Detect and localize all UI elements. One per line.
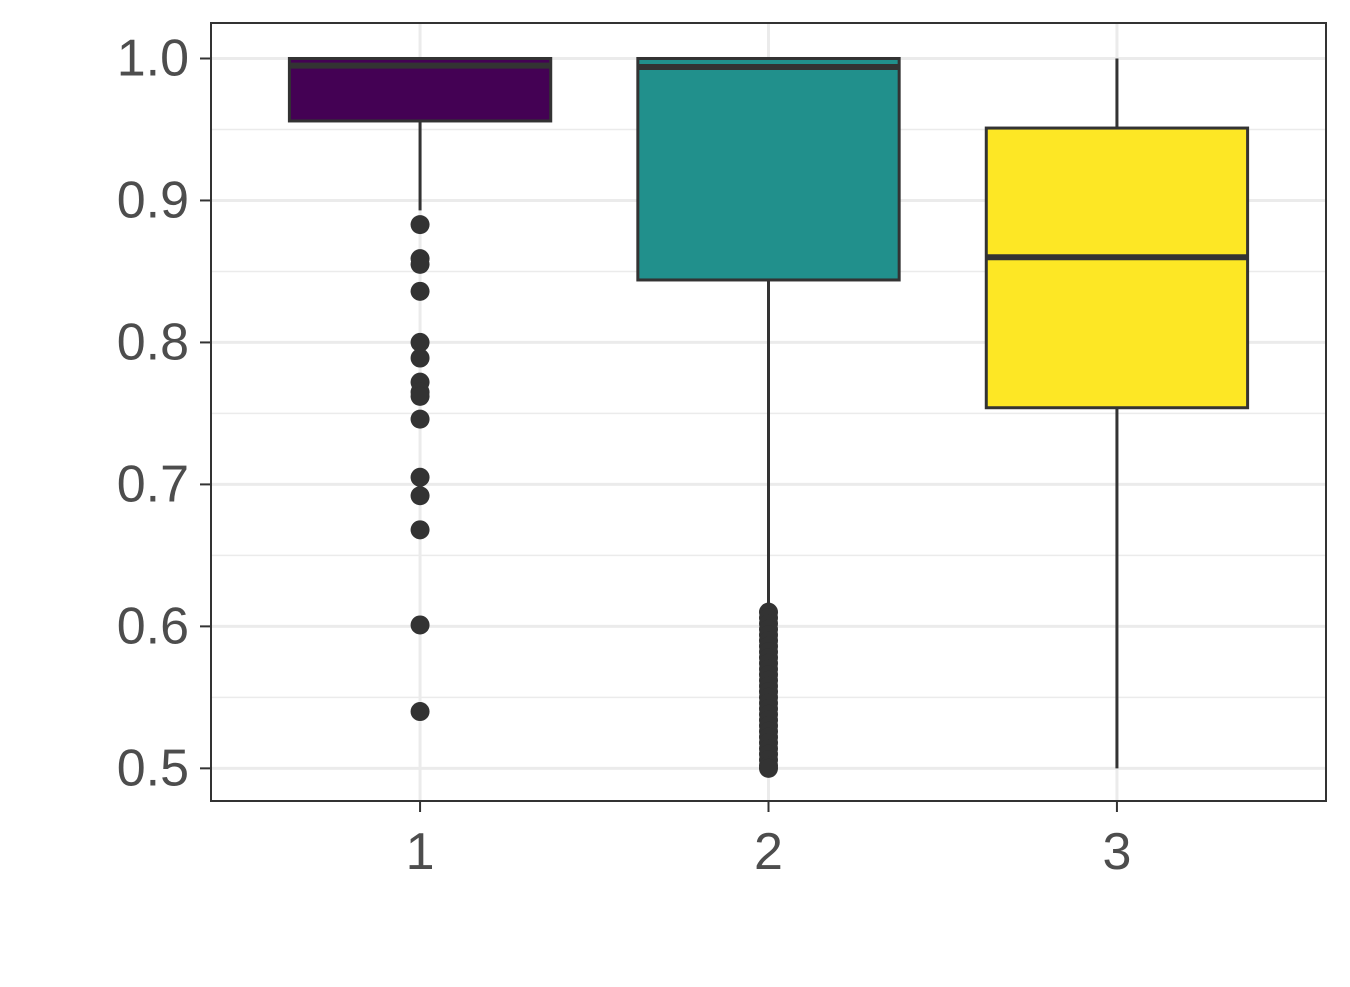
outlier-point: [410, 409, 430, 429]
boxes-layer: [287, 56, 1250, 778]
y-tick-label: 0.5: [117, 739, 189, 797]
box-body: [287, 56, 553, 123]
outlier-point: [410, 702, 430, 722]
y-tick-label: 0.7: [117, 455, 189, 513]
x-tick-label: 2: [754, 823, 783, 881]
outlier-point: [410, 281, 430, 301]
outlier-point: [410, 520, 430, 540]
outlier-point: [410, 348, 430, 368]
box-1: [287, 56, 553, 722]
y-tick-label: 0.8: [117, 313, 189, 371]
box-body: [636, 56, 901, 282]
outlier-point: [410, 215, 430, 235]
y-tick-label: 0.9: [117, 171, 189, 229]
box-2: [636, 56, 901, 778]
x-tick-label: 3: [1102, 823, 1131, 881]
outlier-point: [410, 254, 430, 274]
y-tick-label: 0.6: [117, 597, 189, 655]
outlier-point: [410, 486, 430, 506]
y-tick-label: 1.0: [117, 29, 189, 87]
y-axis: 0.5 0.6 0.7 0.8 0.9 1.0: [117, 29, 211, 797]
box-3: [984, 58, 1250, 769]
x-tick-label: 1: [406, 823, 435, 881]
x-axis: 1 2 3: [406, 801, 1131, 881]
outlier-point: [410, 386, 430, 406]
outlier-point: [759, 758, 778, 778]
outlier-point: [410, 332, 430, 352]
outlier-point: [410, 467, 430, 487]
box-body: [984, 126, 1250, 410]
outlier-point: [410, 615, 430, 635]
